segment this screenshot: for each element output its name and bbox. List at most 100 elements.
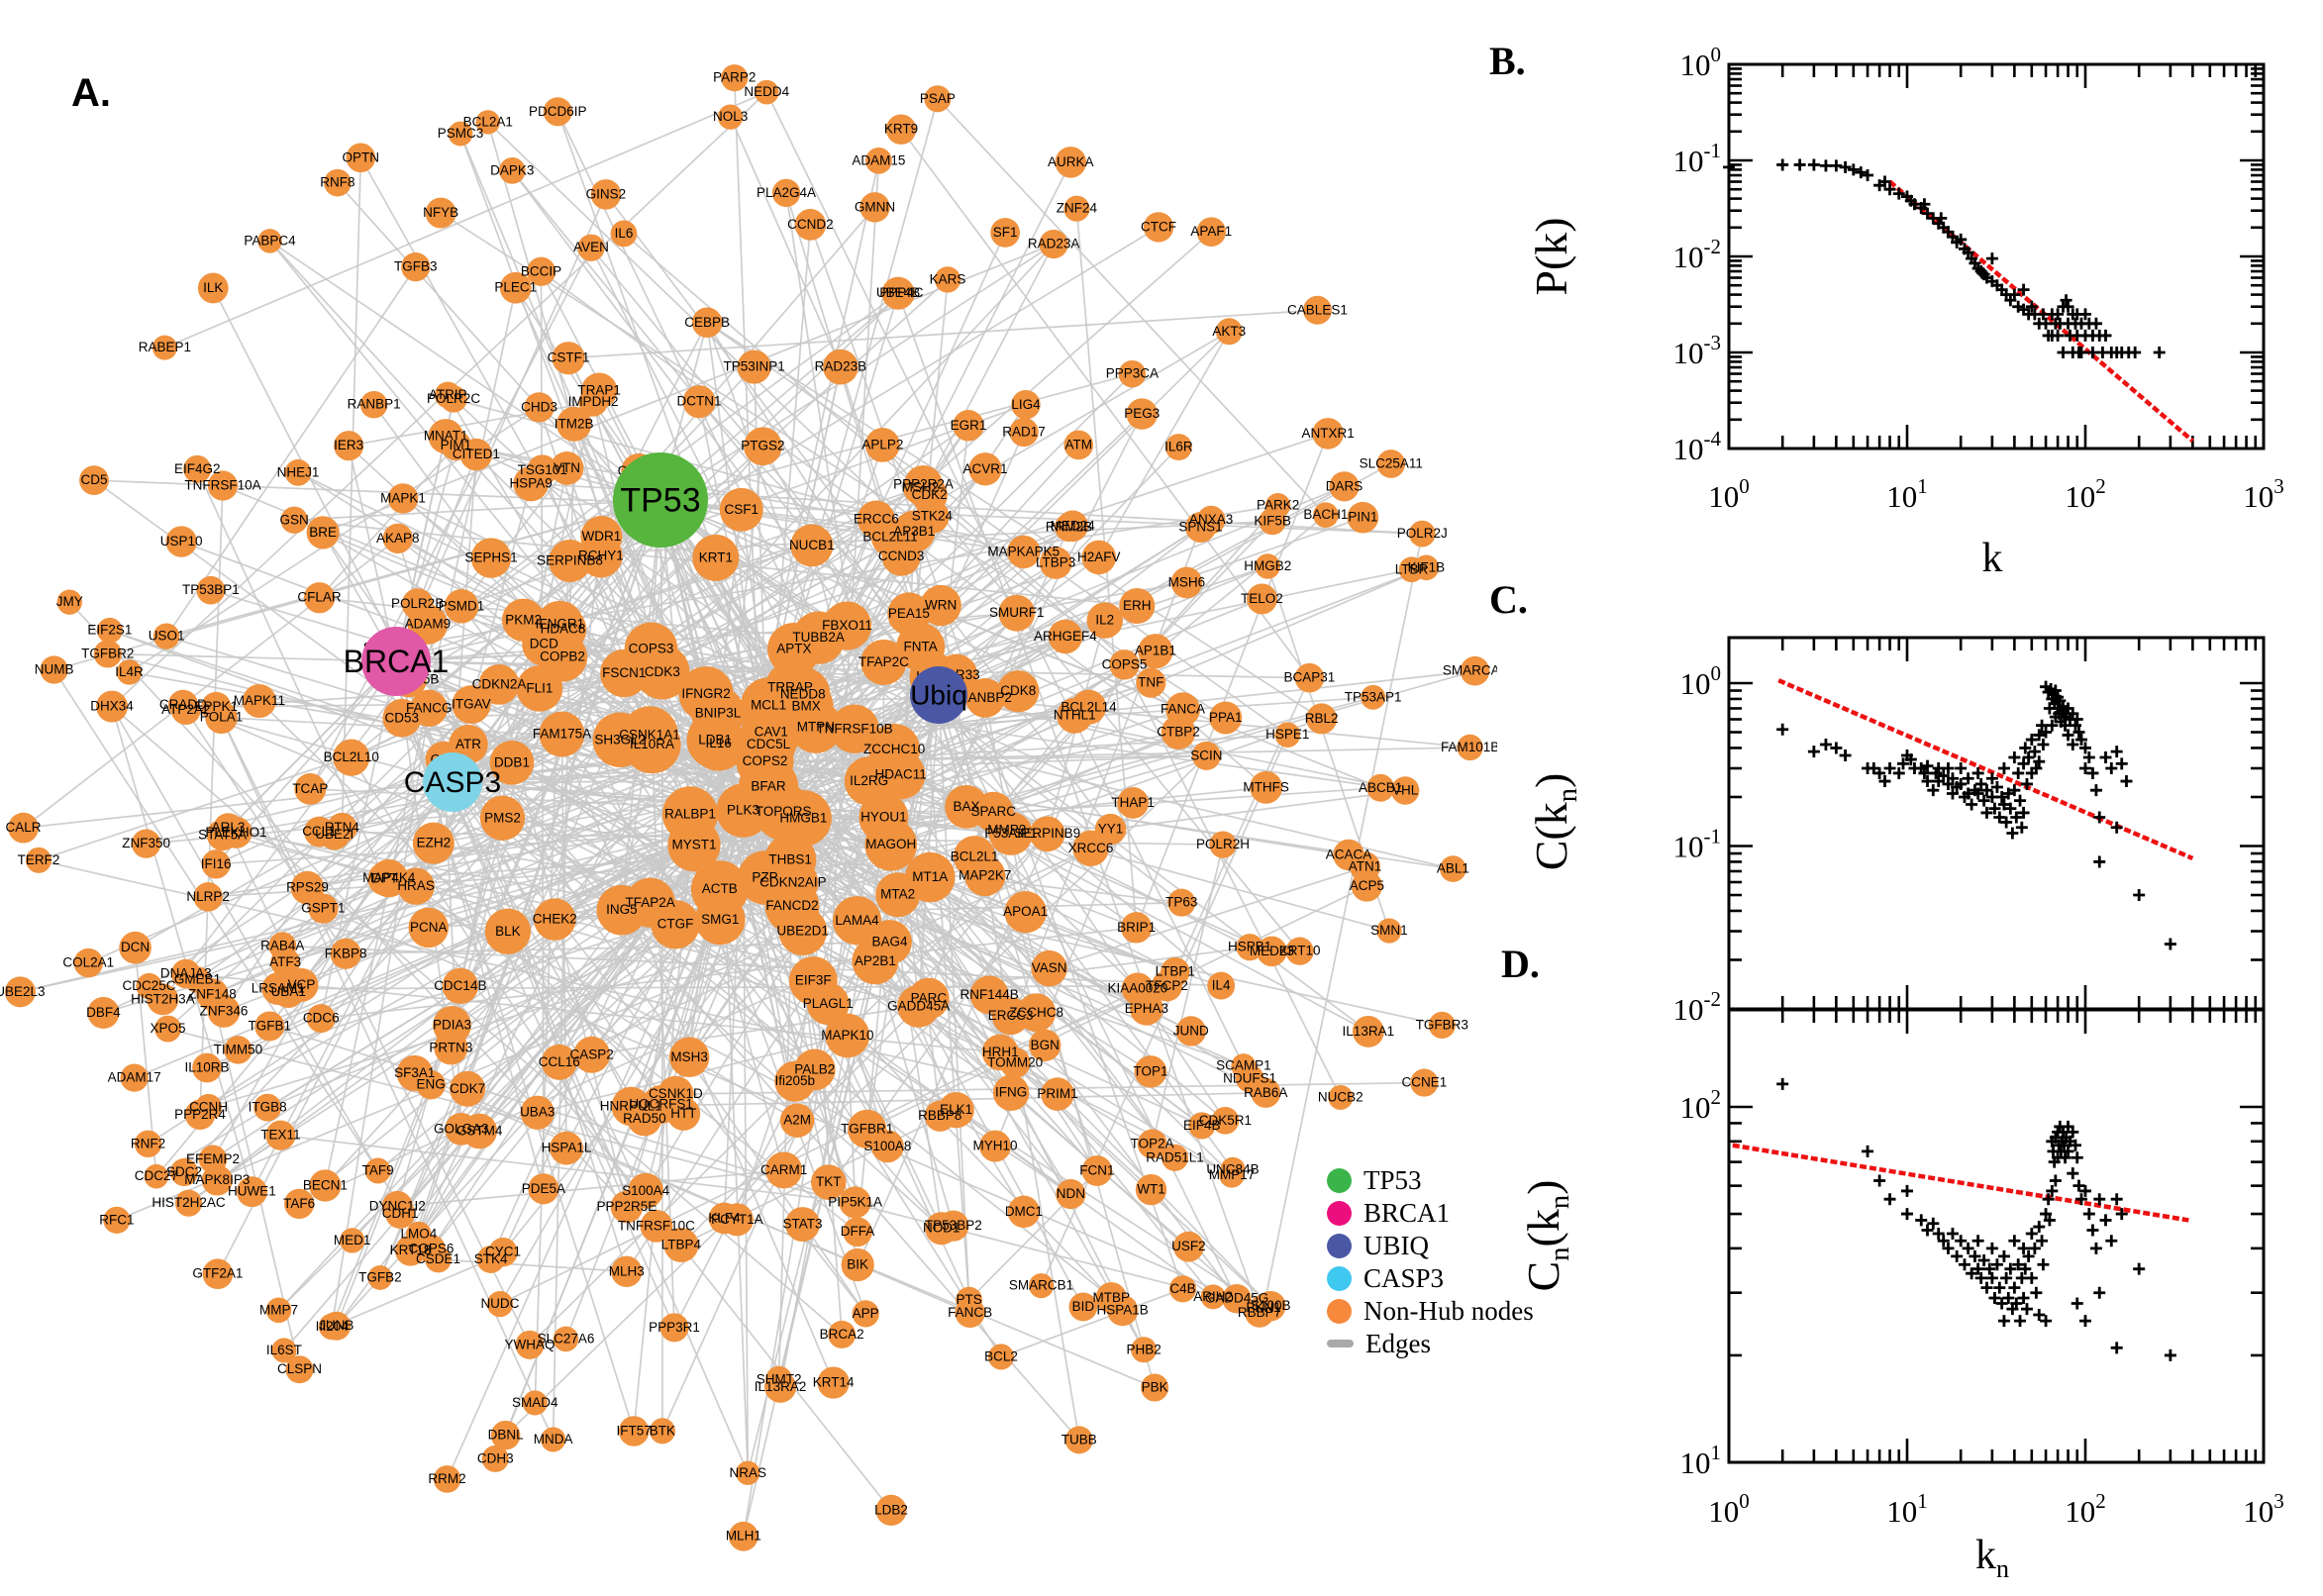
gene-node — [573, 1036, 611, 1073]
gene-node-label: CSF1 — [725, 502, 759, 517]
gene-node-label: S100A8 — [863, 1139, 911, 1153]
gene-node-label: NUCB1 — [789, 538, 835, 552]
gene-node-label: RRM2B — [1046, 520, 1092, 535]
gene-node-label: TERF2 — [18, 852, 60, 867]
gene-node-label: TNFRSF10C — [618, 1218, 695, 1233]
gene-node — [318, 1313, 346, 1341]
gene-node-label: IFNG — [995, 1085, 1027, 1100]
gene-node-label: IER3 — [334, 438, 363, 452]
gene-node-label: SPNS1 — [1178, 520, 1222, 535]
gene-node — [1172, 1231, 1204, 1262]
network-edge — [452, 781, 1203, 1127]
gene-node-label: C4B — [1169, 1281, 1195, 1296]
gene-node — [265, 1120, 296, 1150]
gene-node — [990, 218, 1021, 248]
gene-node-label: SF1 — [993, 225, 1018, 240]
data-point — [1971, 766, 1984, 779]
gene-node — [1070, 689, 1107, 725]
data-point — [2133, 1262, 2146, 1275]
gene-node-label: SMG1 — [701, 912, 739, 927]
gene-node — [992, 1074, 1030, 1111]
gene-node — [1007, 535, 1041, 569]
gene-node — [206, 819, 239, 851]
gene-node-label: NFYB — [423, 205, 458, 220]
gene-node-label: TGFBR1 — [841, 1121, 893, 1136]
gene-node — [580, 372, 618, 409]
gene-node-label: ZNF24 — [1057, 201, 1098, 216]
node-swatch-icon — [1327, 1167, 1352, 1193]
gene-node-label: CFLAR — [297, 590, 342, 605]
network-edge — [719, 888, 1124, 1312]
gene-node-label: MSH6 — [1168, 575, 1206, 590]
gene-node — [526, 256, 556, 286]
gene-node-label: PPP2R5E — [597, 1199, 657, 1214]
axis-ticks — [1727, 62, 2266, 450]
network-edge — [729, 116, 842, 367]
gene-node-label: CCL1 — [302, 824, 337, 839]
gene-node-label: ABL1 — [1437, 861, 1469, 876]
gene-node — [201, 691, 232, 723]
network-edge — [395, 660, 721, 890]
gene-node-label: VASN — [1032, 960, 1067, 975]
data-point — [1776, 1077, 1789, 1090]
network-edge — [397, 1169, 784, 1208]
data-point — [2079, 1315, 2091, 1328]
data-point — [2067, 738, 2079, 750]
gene-node — [119, 931, 152, 964]
tick-label: 102 — [2065, 1489, 2106, 1529]
data-point — [1974, 1271, 1987, 1284]
gene-node-label: BCCIP — [521, 263, 561, 278]
gene-node — [779, 1103, 815, 1138]
gene-node — [516, 665, 563, 712]
gene-node-label: HUWE1 — [228, 1184, 276, 1199]
legend-item-label: TP53 — [1364, 1164, 1422, 1195]
gene-node-label: COPS2 — [743, 753, 788, 768]
network-edge — [452, 331, 1230, 783]
gene-node — [618, 1416, 650, 1446]
gene-node-label: PEA15 — [888, 606, 930, 621]
data-point — [1974, 777, 1987, 790]
data-point — [2020, 777, 2033, 790]
data-point — [1997, 798, 2010, 811]
gene-node-label: NTHL1 — [1054, 708, 1096, 723]
gene-node-label: ELK1 — [940, 1102, 972, 1117]
data-point — [1993, 811, 2006, 824]
gene-node — [987, 1344, 1015, 1370]
network-edge — [20, 844, 695, 993]
gene-node — [261, 972, 295, 1006]
gene-node — [556, 406, 592, 442]
gene-node — [395, 1235, 426, 1266]
plot-frame — [1727, 62, 2266, 450]
gene-node — [764, 1370, 797, 1403]
gene-node-label: MMP2 — [987, 822, 1026, 837]
gene-node — [387, 483, 419, 514]
gene-node — [1138, 634, 1173, 669]
gene-node — [40, 655, 68, 684]
network-edge — [827, 505, 1279, 1005]
gene-node — [1347, 501, 1379, 534]
panel-d-label: D. — [1501, 942, 1540, 986]
gene-node-label: NDUFS1 — [1223, 1070, 1276, 1085]
network-edge — [917, 694, 940, 1007]
data-points — [1776, 1077, 2176, 1361]
gene-node — [1164, 434, 1192, 461]
gene-node-label: POLR2J — [1397, 526, 1448, 541]
network-edge — [414, 1072, 970, 1314]
gene-node — [1188, 1112, 1216, 1140]
gene-node-label: MED23 — [1250, 944, 1294, 958]
gene-node-label: FANCB — [948, 1305, 992, 1320]
gene-node-label: TKT — [816, 1174, 842, 1189]
gene-node — [624, 622, 678, 676]
gene-node-label: AURKA — [1048, 154, 1094, 169]
gene-node-label: UBA1 — [271, 984, 306, 999]
gene-node — [1215, 318, 1243, 346]
plot-panel-B: 100 10-1 10-2 10-3 10-4 100 101 102 103 P(k) k — [1526, 43, 2284, 581]
gene-node-label: SLC25A11 — [1360, 455, 1423, 470]
gene-node — [887, 279, 916, 308]
gene-node-label: SERPINB9 — [1014, 826, 1080, 841]
gene-node — [852, 1300, 879, 1328]
gene-node-label: BCL2A1 — [463, 114, 513, 129]
tick-label: 10-3 — [1673, 331, 1722, 370]
gene-node — [539, 711, 585, 757]
gene-node — [1120, 912, 1153, 944]
